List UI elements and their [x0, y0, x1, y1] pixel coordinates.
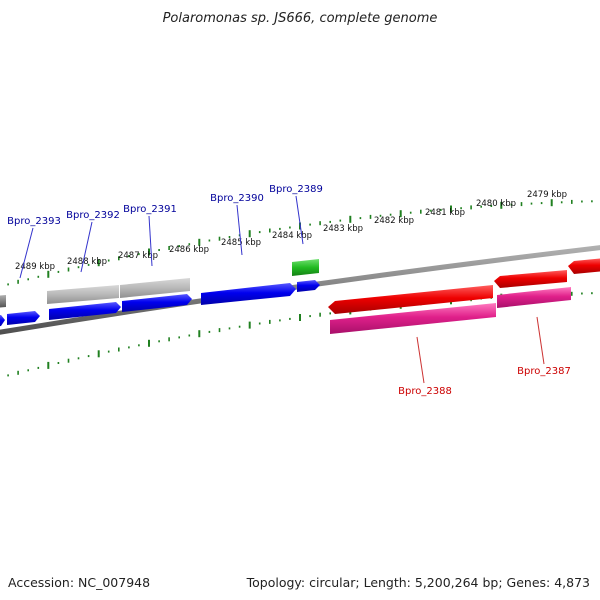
reverse-track-upper: [328, 258, 600, 314]
tick-label: 2481 kbp: [425, 208, 465, 218]
gene-feature[interactable]: [0, 295, 6, 308]
tick-label: 2487 kbp: [118, 251, 158, 261]
leader-line: [295, 195, 304, 245]
leader-line: [536, 316, 545, 365]
gene-label-bpro-2390[interactable]: Bpro_2390: [210, 193, 264, 204]
label-leaders: [19, 195, 545, 384]
gene-label-bpro-2389[interactable]: Bpro_2389: [269, 184, 323, 195]
forward-track-upper: [0, 259, 319, 308]
gene-feature[interactable]: [49, 302, 121, 320]
tick-label: 2488 kbp: [67, 257, 107, 267]
accession-text: Accession: NC_007948: [8, 575, 150, 590]
gene-label-bpro-2393[interactable]: Bpro_2393: [7, 216, 61, 227]
tick-label: 2486 kbp: [169, 245, 209, 255]
gene-feature[interactable]: [297, 280, 320, 292]
tick-label: 2484 kbp: [272, 231, 312, 241]
gene-feature[interactable]: [7, 311, 40, 325]
leader-line: [236, 204, 243, 256]
forward-track-lower: [0, 280, 320, 327]
gene-feature[interactable]: [0, 315, 5, 327]
gene-feature[interactable]: [122, 294, 192, 312]
gene-feature[interactable]: [330, 303, 496, 334]
gene-feature[interactable]: [47, 285, 119, 304]
tick-label: 2482 kbp: [374, 216, 414, 226]
gene-label-bpro-2388[interactable]: Bpro_2388: [398, 386, 452, 397]
gene-label-bpro-2391[interactable]: Bpro_2391: [123, 204, 177, 215]
tick-label: 2483 kbp: [323, 224, 363, 234]
leader-line: [148, 215, 153, 267]
gene-feature[interactable]: [494, 270, 567, 288]
gene-feature[interactable]: [568, 258, 600, 274]
leader-line: [416, 336, 425, 384]
leader-line: [19, 227, 34, 279]
tick-label: 2479 kbp: [527, 190, 567, 200]
tick-label: 2489 kbp: [15, 262, 55, 272]
tick-label: 2480 kbp: [476, 199, 516, 209]
gene-feature[interactable]: [328, 285, 493, 314]
leader-line: [80, 221, 93, 273]
gene-label-bpro-2387[interactable]: Bpro_2387: [517, 366, 571, 377]
topology-summary: Topology: circular; Length: 5,200,264 bp…: [246, 575, 590, 590]
gene-feature[interactable]: [497, 287, 571, 308]
reverse-track-lower: [330, 287, 571, 334]
gene-labels: Bpro_2393 Bpro_2392 Bpro_2391 Bpro_2390 …: [7, 184, 571, 397]
gene-label-bpro-2392[interactable]: Bpro_2392: [66, 210, 120, 221]
map-title: Polaromonas sp. JS666, complete genome: [163, 11, 438, 26]
gene-feature[interactable]: [201, 283, 296, 305]
gene-feature[interactable]: [292, 259, 319, 276]
gene-feature[interactable]: [120, 278, 190, 298]
